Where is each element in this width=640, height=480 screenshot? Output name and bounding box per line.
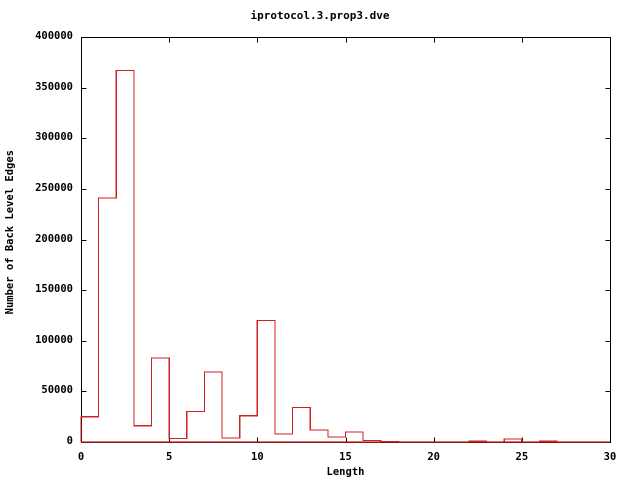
histogram-outline (80, 69, 610, 443)
y-tick-label: 200000 (35, 232, 73, 245)
y-tick-label: 100000 (35, 333, 73, 346)
x-tick-label: 10 (251, 451, 264, 463)
x-axis-label: Length (326, 466, 365, 478)
x-tick-label: 5 (165, 451, 173, 463)
y-tick-label: 350000 (35, 80, 73, 93)
x-tick-label: 0 (77, 451, 85, 463)
y-tick-label: 400000 (35, 30, 73, 42)
x-tick-label: 30 (603, 451, 617, 463)
x-tick-label: 15 (339, 451, 352, 463)
y-tick-label: 250000 (35, 181, 73, 194)
y-tick-label: 150000 (35, 283, 73, 296)
x-tick-label: 25 (515, 451, 529, 463)
chart-title: iprotocol.3.prop3.dve (250, 9, 390, 22)
plot-frame (81, 37, 611, 443)
y-tick-label: 300000 (35, 131, 73, 144)
y-tick-label: 50000 (41, 384, 73, 397)
y-tick-label: 0 (66, 435, 73, 447)
x-tick-label: 20 (427, 451, 440, 463)
